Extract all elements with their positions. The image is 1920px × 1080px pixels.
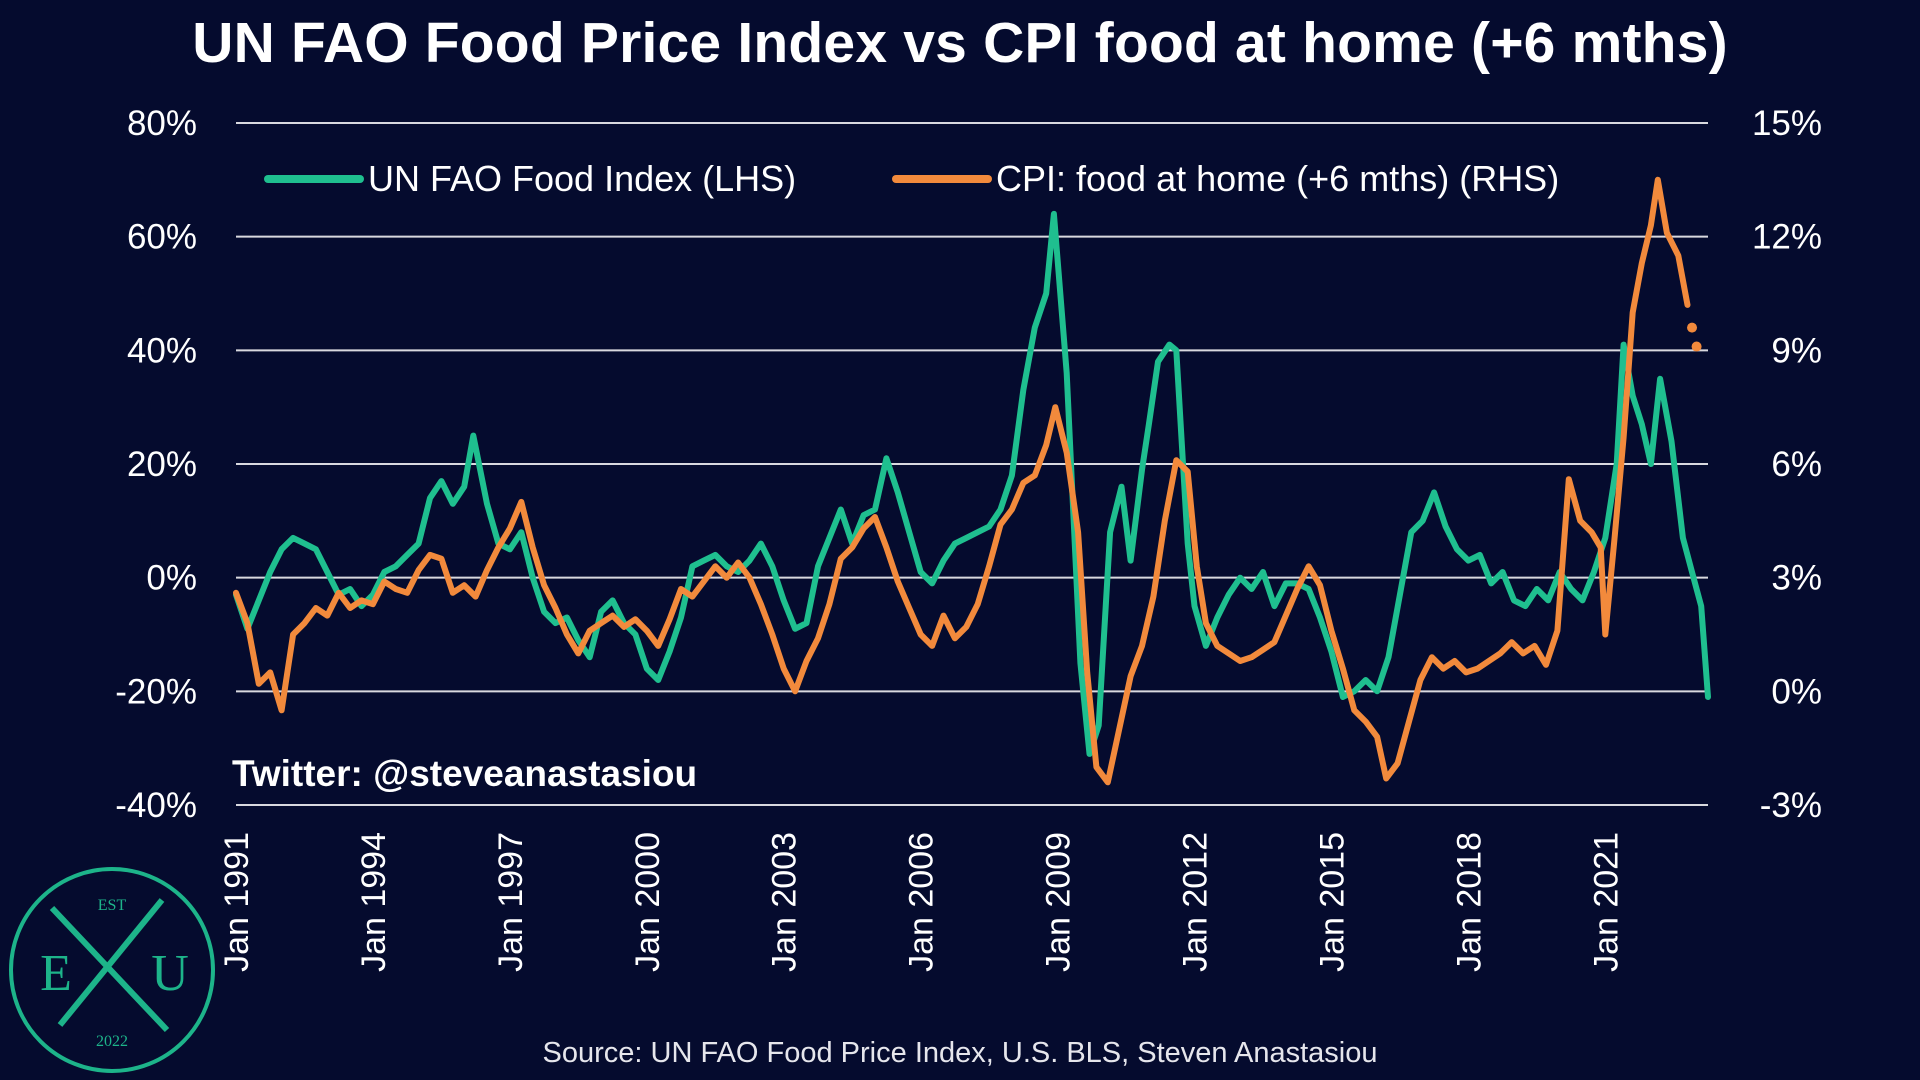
x-tick-label: Jan 2009: [1040, 832, 1078, 972]
x-axis-labels: Jan 1991 Jan 1994 Jan 1997 Jan 2000 Jan 2003…: [218, 832, 1625, 972]
logo-text: E: [40, 945, 72, 1002]
logo-text: 2022: [96, 1033, 128, 1050]
right-tick-label: 3%: [1771, 559, 1822, 598]
right-tick-label: 6%: [1771, 445, 1822, 484]
x-tick-label: Jan 2018: [1450, 832, 1488, 972]
left-axis-labels: 80% 60% 40% 20% 0% -20% -40%: [115, 104, 197, 825]
left-tick-label: 80%: [127, 104, 197, 143]
left-tick-label: 60%: [127, 218, 197, 257]
legend-label: CPI: food at home (+6 mths) (RHS): [996, 158, 1559, 199]
left-tick-label: 20%: [127, 445, 197, 484]
legend-label: UN FAO Food Index (LHS): [368, 158, 796, 199]
source-note: Source: UN FAO Food Price Index, U.S. BL…: [542, 1037, 1378, 1069]
legend: UN FAO Food Index (LHS) CPI: food at home…: [264, 158, 1559, 199]
chart-title: UN FAO Food Price Index vs CPI food at h…: [192, 11, 1728, 75]
right-tick-label: 0%: [1771, 672, 1822, 711]
x-tick-label: Jan 2021: [1587, 832, 1625, 972]
cpi-series-line: [233, 176, 1691, 786]
left-tick-label: -40%: [115, 786, 197, 825]
x-tick-label: Jan 2003: [766, 832, 804, 972]
logo-text: EST: [98, 897, 127, 914]
x-tick-label: Jan 1991: [218, 832, 256, 972]
right-tick-label: -3%: [1760, 786, 1822, 825]
forecast-point: [1687, 322, 1698, 333]
left-tick-label: 40%: [127, 331, 197, 370]
x-tick-label: Jan 2000: [629, 832, 667, 972]
grid-lines: [236, 122, 1708, 806]
left-tick-label: 0%: [146, 559, 197, 598]
right-axis-labels: 15% 12% 9% 6% 3% 0% -3%: [1752, 104, 1822, 825]
logo-stroke: [49, 905, 170, 1033]
x-tick-label: Jan 2015: [1313, 832, 1351, 972]
forecast-point: [1691, 341, 1702, 352]
series-lines: [233, 176, 1711, 786]
logo-text: U: [151, 945, 189, 1002]
logo-ring: [9, 867, 215, 1073]
x-tick-label: Jan 1997: [492, 832, 530, 972]
logo-stroke: [57, 898, 165, 1027]
right-tick-label: 12%: [1752, 218, 1822, 257]
fao-series-line: [233, 210, 1711, 757]
twitter-handle: Twitter: @steveanastasiou: [232, 753, 698, 794]
x-tick-label: Jan 2006: [903, 832, 941, 972]
x-tick-label: Jan 1994: [355, 832, 393, 972]
exu-logo: EST E U 2022: [9, 867, 215, 1073]
left-tick-label: -20%: [115, 672, 197, 711]
right-tick-label: 9%: [1771, 331, 1822, 370]
right-tick-label: 15%: [1752, 104, 1822, 143]
x-tick-label: Jan 2012: [1177, 832, 1215, 972]
